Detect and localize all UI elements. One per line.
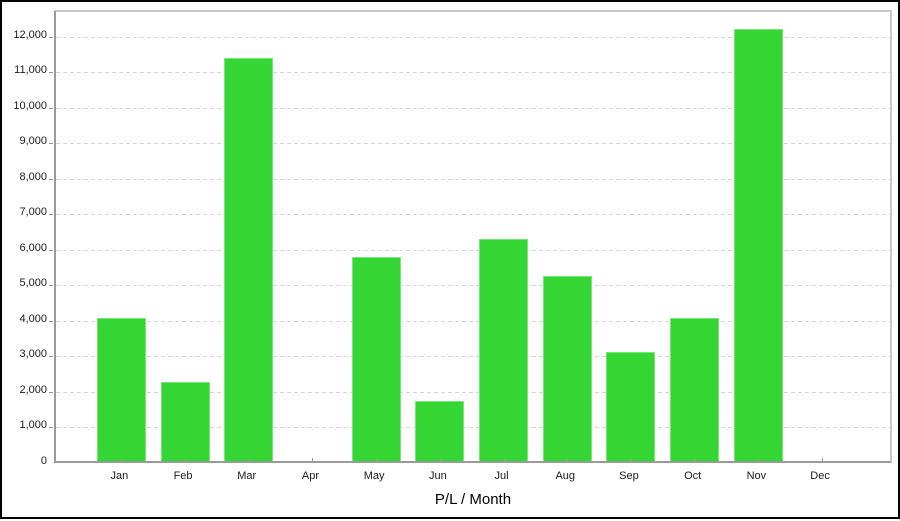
x-tick-label-dec: Dec [810,470,830,482]
y-tick-label: 6,000 [19,241,47,254]
bar-jul [479,238,529,461]
plot-area [49,10,892,463]
bar-oct [670,317,720,461]
x-tick-label-nov: Nov [746,470,767,482]
x-axis-tick [248,458,250,461]
y-tick-label: 5,000 [19,277,47,290]
bar-may [351,256,401,461]
y-axis-tick [49,391,53,393]
x-axis-tick [185,458,187,461]
gridline [56,391,890,393]
gridline [56,356,890,358]
x-axis-tick [630,458,632,461]
bar-mar [224,57,274,461]
gridline [56,143,890,145]
y-axis-tick [49,36,53,38]
y-tick-label: 11,000 [14,64,47,77]
x-axis-tick [694,458,696,461]
x-axis-tick [312,458,314,461]
y-tick-label: 0 [40,455,47,467]
x-tick-label-sep: Sep [619,470,639,482]
y-axis-tick [49,107,53,109]
y-tick-label: 7,000 [19,206,47,219]
y-axis-tick [49,178,53,180]
x-tick-label-may: May [363,470,385,482]
bar-aug [542,276,592,461]
y-axis: 0 1,000 2,000 3,000 4,000 5,000 6,000 7,000 8,00… [2,2,47,521]
bar-sep [606,351,656,461]
bar-jan [96,318,146,461]
x-axis-tick [503,458,505,461]
chart-title: P/L / Month [434,491,512,508]
y-tick-label: 8,000 [19,170,47,183]
bar-feb [160,381,210,461]
gridline [56,249,890,251]
x-tick-label-jan: Jan [110,470,129,482]
y-tick-label: 12,000 [13,28,47,41]
y-axis-tick [49,427,53,429]
x-axis-tick [567,458,569,461]
y-tick-label: 1,000 [19,419,47,432]
gridline [56,320,890,322]
x-tick-label-mar: Mar [237,470,257,482]
x-tick-label-jul: Jul [494,470,509,482]
y-axis-tick [49,214,53,216]
y-axis-tick [49,249,53,251]
gridline [56,285,890,287]
x-axis-tick [758,458,760,461]
x-axis-tick [121,458,123,461]
gridline [56,214,890,216]
x-axis-tick [822,458,824,461]
y-tick-label: 3,000 [19,348,47,361]
gridline [56,72,890,74]
y-tick-label: 4,000 [19,312,47,325]
x-tick-label-apr: Apr [301,470,319,482]
y-tick-label: 9,000 [19,135,47,148]
x-axis-tick [376,458,378,461]
gridline [56,36,890,38]
y-axis-tick [49,143,53,145]
gridline [56,427,890,429]
y-tick-label: 10,000 [13,99,47,112]
y-axis-tick [49,356,53,358]
y-axis-tick [49,320,53,322]
gridline [56,178,890,180]
x-axis-tick [439,458,441,461]
y-axis-tick [49,285,53,287]
bar-jun [415,401,465,461]
bar-nov [733,29,783,461]
x-tick-label-feb: Feb [173,470,193,482]
x-tick-label-aug: Aug [555,470,576,482]
x-tick-label-oct: Oct [684,470,702,482]
x-tick-label-jun: Jun [428,470,447,482]
y-axis-tick [49,72,53,74]
y-tick-label: 2,000 [19,383,47,396]
gridline [56,107,890,109]
